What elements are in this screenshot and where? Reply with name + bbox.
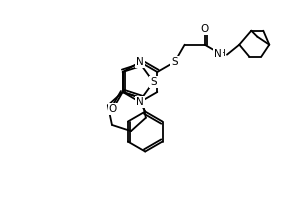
- Text: N: N: [136, 97, 144, 107]
- Text: O: O: [200, 24, 209, 34]
- Text: S: S: [171, 57, 178, 67]
- Text: O: O: [109, 104, 117, 114]
- Text: N: N: [214, 49, 222, 59]
- Text: H: H: [219, 49, 225, 58]
- Text: N: N: [136, 57, 144, 67]
- Text: S: S: [150, 77, 157, 87]
